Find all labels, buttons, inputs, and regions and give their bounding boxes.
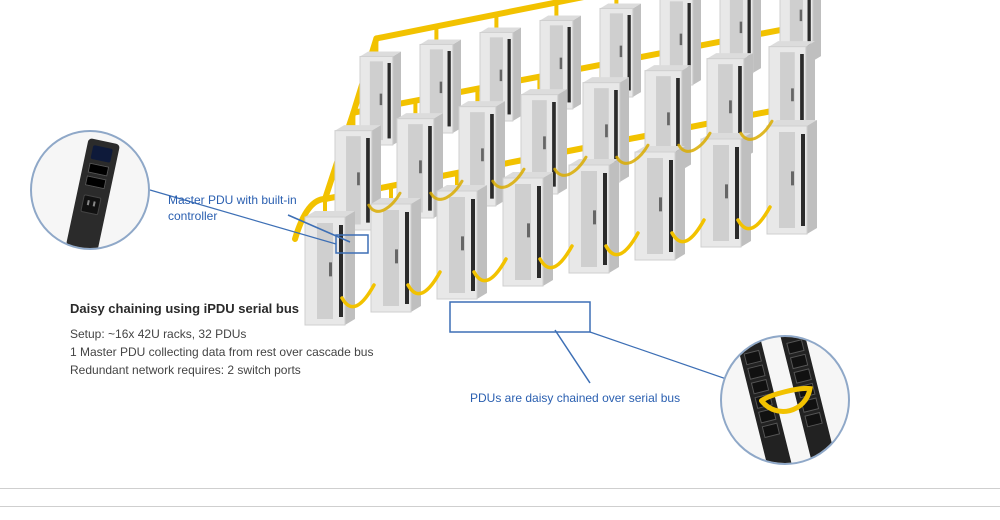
callout-cascade-label: PDUs are daisy chained over serial bus (470, 390, 680, 406)
callout-master-label: Master PDU with built-in controller (168, 192, 297, 224)
diagram-title: Daisy chaining using iPDU serial bus (70, 300, 299, 318)
divider (0, 488, 1000, 489)
info-line-3: Redundant network requires: 2 switch por… (70, 362, 301, 378)
info-line-2: 1 Master PDU collecting data from rest o… (70, 344, 373, 360)
detail-cascade (720, 335, 850, 465)
diagram-stage: Master PDU with built-in controller Dais… (0, 0, 1000, 520)
info-line-1: Setup: ~16x 42U racks, 32 PDUs (70, 326, 246, 342)
pdu-cascade-icon (720, 335, 850, 465)
pdu-controller-icon (66, 138, 120, 250)
divider (0, 506, 1000, 507)
detail-master-pdu (30, 130, 150, 250)
isometric-diagram (0, 0, 1000, 520)
